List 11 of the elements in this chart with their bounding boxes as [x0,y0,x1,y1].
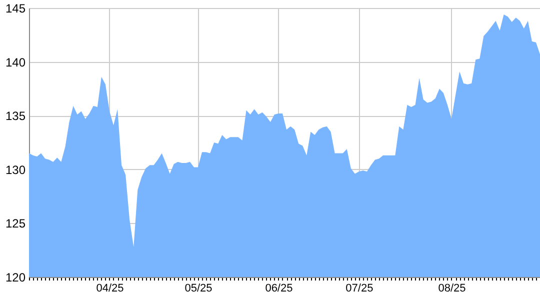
x-tick-label: 08/25 [438,282,466,294]
y-tick-label: 120 [5,270,26,284]
y-tick-label: 135 [5,109,26,124]
x-tick-label: 07/25 [346,282,374,294]
x-tick-label: 04/25 [96,282,124,294]
y-tick-label: 125 [5,216,26,231]
x-tick-label: 06/25 [265,282,293,294]
y-tick-label: 130 [5,162,26,177]
y-tick-label: 140 [5,55,26,70]
x-tick-label: 05/25 [184,282,212,294]
y-tick-label: 145 [5,2,26,16]
